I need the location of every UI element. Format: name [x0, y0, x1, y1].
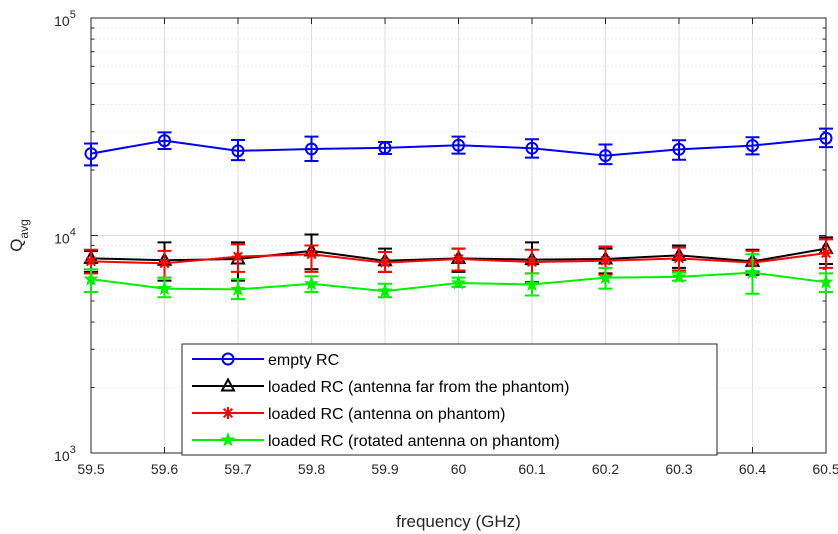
- axes: 59.5 59.6 59.7 59.8 59.9 60 60.1 60.2 60.3 60.4 60…: [54, 9, 838, 477]
- legend-item: loaded RC (rotated antenna on phantom): [192, 432, 560, 450]
- data-point: [597, 269, 614, 285]
- data-point: [526, 256, 538, 269]
- data-point: [820, 247, 832, 260]
- legend-box: [181, 343, 718, 456]
- data-point: [673, 252, 685, 265]
- data-point: [377, 283, 393, 298]
- data-point: [450, 275, 467, 290]
- series-line: [90, 137, 827, 157]
- data-point: [232, 250, 244, 263]
- data-point: [378, 141, 392, 155]
- legend-label: empty RC: [268, 352, 339, 369]
- x-tick-label: 59.7: [224, 461, 251, 477]
- y-tick-label: 103: [54, 444, 76, 464]
- data-point: [525, 141, 539, 155]
- data-point: [231, 144, 245, 158]
- x-tick-label: 60.4: [739, 461, 766, 477]
- data-point: [819, 131, 833, 145]
- data-point: [85, 255, 97, 268]
- legend-item: loaded RC (antenna on phantom): [192, 406, 506, 423]
- legend-label: loaded RC (rotated antenna on phantom): [268, 433, 560, 450]
- x-tick-label: 60.5: [812, 461, 838, 477]
- data-point: [156, 280, 173, 296]
- legend-marker: [222, 407, 234, 419]
- x-tick-label: 59.5: [77, 461, 104, 477]
- series-layer: [83, 127, 834, 301]
- data-point: [818, 274, 834, 289]
- data-point: [305, 248, 318, 261]
- data-point: [158, 257, 171, 270]
- legend-label: loaded RC (antenna on phantom): [268, 406, 506, 423]
- x-tick-label: 59.8: [298, 461, 325, 477]
- data-point: [379, 256, 391, 269]
- data-point: [452, 138, 465, 152]
- y-tick-label: 104: [54, 227, 76, 247]
- data-point: [230, 281, 246, 296]
- legend-item: loaded RC (antenna far from the phantom): [192, 377, 570, 396]
- legend-marker: [220, 432, 236, 447]
- x-tick-label: 59.9: [371, 461, 398, 477]
- legend-label: loaded RC (antenna far from the phantom): [268, 379, 570, 396]
- data-point: [599, 149, 612, 163]
- series-1: [84, 127, 833, 167]
- y-axis-label: Qavg: [7, 219, 31, 252]
- legend-marker: [220, 377, 236, 392]
- data-point: [746, 139, 759, 153]
- data-point: [83, 271, 99, 286]
- data-point: [452, 252, 465, 265]
- legend: empty RC loaded RC (antenna far from the …: [181, 343, 718, 456]
- y-axis-label-main: Q: [7, 239, 26, 252]
- data-point: [672, 142, 686, 156]
- legend-marker: [221, 352, 235, 366]
- x-tick-label: 60.1: [518, 461, 545, 477]
- x-axis-label: frequency (GHz): [396, 512, 521, 531]
- data-point: [303, 275, 320, 291]
- data-point: [524, 276, 540, 291]
- data-point: [305, 142, 318, 156]
- x-tick-label: 59.6: [151, 461, 178, 477]
- y-axis-label-sub: avg: [17, 219, 31, 238]
- y-tick-label: 105: [54, 9, 76, 29]
- data-point: [744, 264, 761, 280]
- x-tick-label: 60.2: [592, 461, 619, 477]
- x-tick-label: 60: [451, 461, 467, 477]
- x-tick-label: 60.3: [665, 461, 692, 477]
- data-point: [158, 134, 171, 148]
- data-point: [671, 268, 687, 284]
- legend-item: empty RC: [192, 352, 339, 369]
- data-point: [84, 147, 98, 161]
- data-point: [599, 254, 612, 267]
- series-4: [83, 253, 834, 301]
